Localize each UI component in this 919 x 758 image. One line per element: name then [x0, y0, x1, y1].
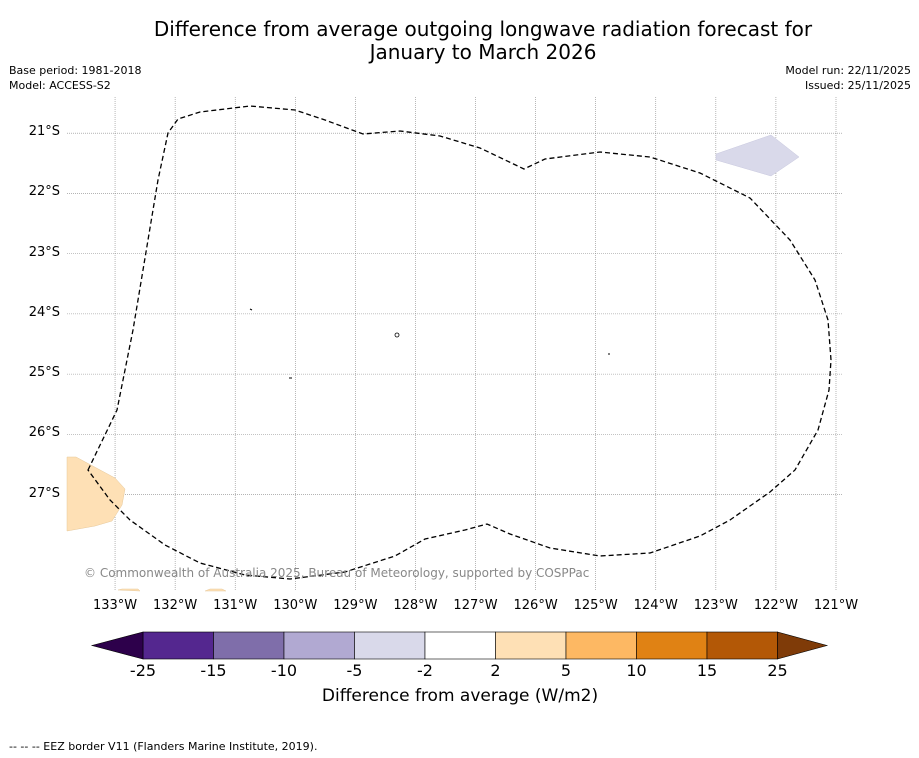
longitude-label: 124°W [633, 598, 678, 613]
colorbar-segment [424, 631, 496, 660]
island-dot [249, 308, 253, 311]
colorbar-tick-label: 2 [490, 661, 501, 680]
longitude-label: 121°W [813, 598, 859, 613]
anomaly-patch-positive [66, 456, 126, 532]
colorbar-segment [354, 631, 426, 660]
colorbar-segment [565, 631, 637, 660]
colorbar-tick-label: -25 [129, 661, 157, 680]
graticule [67, 97, 842, 591]
colorbar-tick-label: 10 [626, 661, 647, 680]
longitude-label: 131°W [213, 598, 258, 613]
chart-title-line1: Difference from average outgoing longwav… [153, 17, 813, 41]
colorbar-tick-label: -15 [200, 661, 227, 680]
colorbar-segment [213, 631, 285, 660]
colorbar-label: Difference from average (W/m2) [321, 686, 599, 706]
latitude-label: 23°S [28, 244, 60, 260]
model-run-text: Model run: 22/11/2025 [785, 64, 911, 77]
colorbar-tick-label: 15 [696, 661, 718, 680]
colorbar [90, 631, 829, 660]
latitude-label: 24°S [28, 304, 60, 320]
base-period-text: Base period: 1981-2018 [9, 64, 142, 77]
colorbar-tick-label: 25 [767, 661, 788, 680]
colorbar-tick-label: -10 [270, 661, 298, 680]
credit-text: © Commonwealth of Australia 2025, Bureau… [84, 566, 590, 580]
colorbar-segment [283, 631, 355, 660]
longitude-label: 126°W [513, 598, 558, 613]
longitude-label: 123°W [693, 598, 738, 613]
latitude-label: 26°S [28, 425, 60, 441]
longitude-label: 125°W [573, 598, 618, 613]
meta-left: Base period: 1981-2018 Model: ACCESS-S2 [9, 63, 141, 93]
chart-title-line2: January to March 2026 [369, 40, 597, 64]
longitude-label: 122°W [753, 598, 798, 613]
longitude-label: 129°W [333, 598, 378, 613]
island-ring [394, 332, 400, 338]
colorbar-tick-label: 5 [560, 661, 572, 680]
colorbar-over-arrow [777, 631, 829, 660]
colorbar-segment [495, 631, 567, 660]
colorbar-segment [142, 631, 214, 660]
anomaly-patch-negative [715, 134, 800, 177]
latitude-label: 27°S [28, 485, 60, 501]
colorbar-tick-label: -2 [417, 661, 433, 680]
colorbar-tick-label: -5 [346, 661, 363, 680]
longitude-label: 128°W [393, 598, 438, 613]
longitude-label: 132°W [153, 598, 198, 613]
model-text: Model: ACCESS-S2 [9, 79, 111, 92]
colorbar-under-arrow [90, 631, 144, 660]
anomaly-patch-positive-small [117, 588, 227, 592]
latitude-label: 22°S [28, 184, 60, 200]
colorbar-segment [706, 631, 778, 660]
latitude-label: 25°S [28, 365, 60, 381]
colorbar-segment [636, 631, 708, 660]
chart-title: Difference from average outgoing longwav… [0, 18, 919, 64]
longitude-label: 127°W [453, 598, 498, 613]
footer-text: -- -- -- EEZ border V11 (Flanders Marine… [9, 740, 318, 753]
latitude-label: 21°S [28, 124, 60, 140]
eez-border [87, 105, 832, 580]
issued-text: Issued: 25/11/2025 [804, 79, 911, 92]
longitude-label: 133°W [92, 598, 138, 613]
longitude-label: 130°W [273, 598, 318, 613]
meta-right: Model run: 22/11/2025 Issued: 25/11/2025 [785, 63, 911, 93]
